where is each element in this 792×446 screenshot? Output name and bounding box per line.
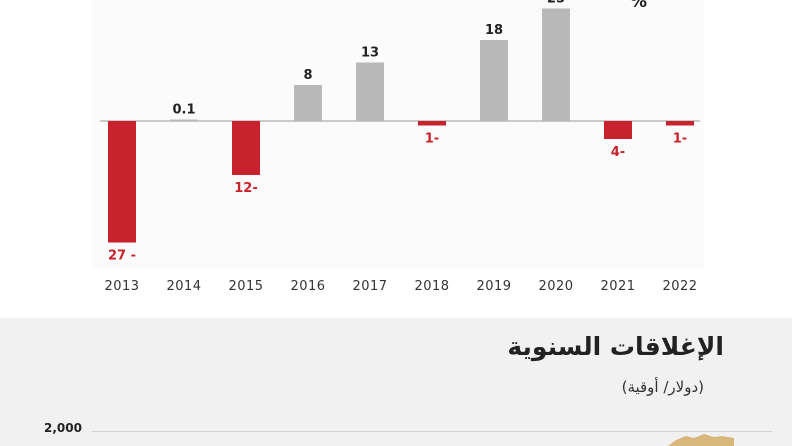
annual-closes-title: الإغلاقات السنوية — [507, 332, 724, 361]
percent-unit-label: % — [630, 0, 648, 12]
y-tick-2000: 2,000 — [44, 421, 82, 435]
area-series-peak — [668, 434, 734, 446]
data-label-2020: 25 — [547, 0, 565, 7]
x-tick-2019: 2019 — [476, 279, 511, 294]
bar-2020 — [542, 8, 570, 121]
x-tick-2014: 2014 — [166, 279, 201, 294]
annual-change-panel: 27 - 2013 0.1 2014 12- 2015 8 2016 13 2017 1- 2018 1… — [92, 0, 704, 294]
x-tick-2022: 2022 — [662, 279, 697, 294]
annual-closes-panel: الإغلاقات السنوية (دولار/ أوقية) 2,000 — [0, 318, 792, 446]
data-label-2017: 13 — [361, 46, 379, 61]
x-tick-2020: 2020 — [538, 279, 573, 294]
x-tick-2017: 2017 — [352, 279, 387, 294]
x-tick-2013: 2013 — [104, 279, 139, 294]
bar-2018 — [418, 121, 446, 126]
data-label-2015: 12- — [234, 181, 258, 196]
data-label-2013: 27 - — [108, 249, 136, 264]
bar-2022 — [666, 121, 694, 126]
bar-2021 — [604, 121, 632, 139]
bar-2017 — [356, 62, 384, 121]
bar-2014 — [170, 119, 198, 121]
bar-2016 — [294, 85, 322, 121]
data-label-2022: 1- — [673, 132, 687, 147]
annual-closes-unit: (دولار/ أوقية) — [621, 378, 704, 396]
gridline-2000 — [92, 431, 772, 432]
plot-area — [92, 0, 704, 268]
data-label-2021: 4- — [611, 145, 625, 160]
data-label-2014: 0.1 — [172, 103, 195, 118]
annual-change-chart: 27 - 2013 0.1 2014 12- 2015 8 2016 13 2017 1- 2018 1… — [92, 0, 704, 294]
x-tick-2016: 2016 — [290, 279, 325, 294]
bar-2019 — [480, 40, 508, 121]
x-tick-2018: 2018 — [414, 279, 449, 294]
bar-2015 — [232, 121, 260, 175]
data-label-2016: 8 — [303, 68, 312, 83]
data-label-2019: 18 — [485, 23, 503, 38]
x-tick-2015: 2015 — [228, 279, 263, 294]
x-tick-2021: 2021 — [600, 279, 635, 294]
bar-2013 — [108, 121, 136, 243]
data-label-2018: 1- — [425, 132, 439, 147]
